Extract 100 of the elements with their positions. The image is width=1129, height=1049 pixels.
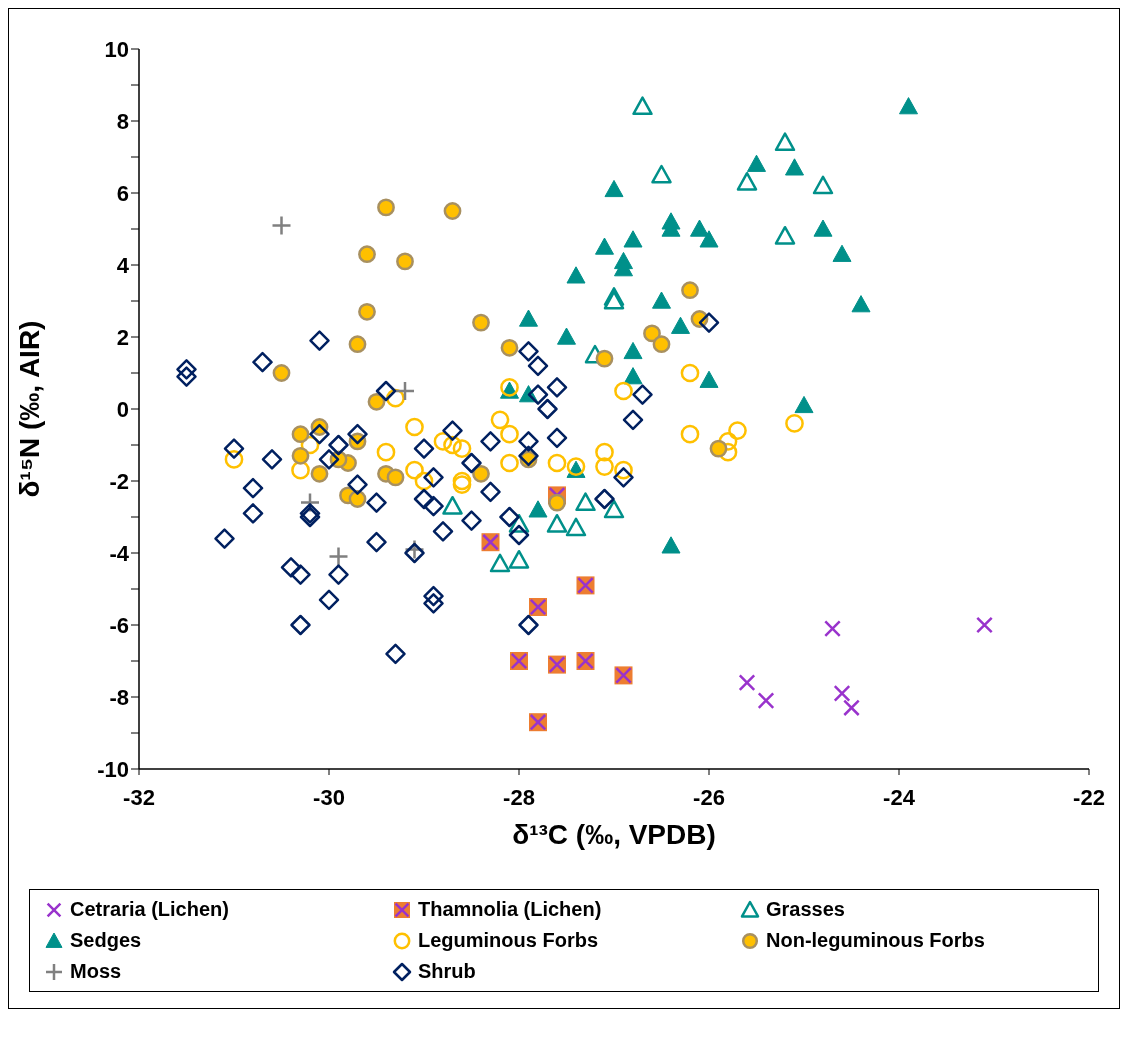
point [747,154,766,172]
y-tick-label: 8 [116,108,129,134]
point [632,384,653,405]
point [413,438,435,459]
x-axis-title: δ¹³C (‰, VPDB) [512,819,716,850]
point [348,490,367,508]
y-tick-label: 4 [116,252,130,278]
point [899,97,918,115]
point [405,460,424,480]
x-tick-label: -26 [693,784,725,810]
point [519,309,538,327]
y-tick-label: -6 [109,612,129,638]
point [376,442,396,462]
y-tick-label: -8 [109,684,129,710]
point [546,513,568,533]
point [680,363,700,383]
point [832,244,852,262]
point [214,528,235,549]
point [480,431,501,452]
y-axis-title: δ¹⁵N (‰, AIR) [13,320,45,498]
point [500,453,519,473]
legend-label: Non-leguminous Forbs [766,929,985,952]
point [643,324,661,343]
point [623,230,643,248]
point [328,434,349,456]
point [812,175,834,195]
y-tick-label: 2 [116,324,129,350]
point [681,281,699,300]
point [557,327,576,345]
point [291,446,310,465]
point [423,467,444,488]
point [442,495,463,515]
point [489,553,511,573]
point [595,349,614,368]
legend-label: Grasses [766,898,845,921]
point [423,593,444,614]
point [423,585,444,607]
point [527,384,549,405]
point [718,432,738,451]
y-tick-label: -4 [109,540,130,566]
point [242,477,264,499]
point [176,366,197,387]
point [508,524,530,546]
point [774,132,796,152]
legend-label: Shrub [418,960,476,983]
point [824,620,841,638]
x-tick-label: -30 [313,784,345,810]
point [595,457,614,476]
point [595,237,614,255]
point [280,557,302,578]
point [575,492,596,512]
point [736,171,758,191]
point [261,449,283,470]
point [527,355,549,377]
point [698,312,720,333]
point [176,359,197,380]
point [367,392,386,411]
point [774,225,796,245]
point [632,96,653,116]
point [499,506,520,528]
point [623,341,643,360]
point [375,380,397,402]
point [309,423,330,445]
point [518,445,539,467]
point [348,335,367,354]
point [500,338,519,357]
point [604,179,624,198]
point [366,531,387,553]
point [310,464,329,483]
legend-label: Cetraria (Lichen) [70,898,229,921]
point [272,364,291,382]
point [613,467,634,488]
point [699,370,719,388]
point [652,291,671,309]
point [518,614,539,636]
point [680,424,700,444]
point [472,313,490,332]
point [547,453,567,473]
point [318,449,340,470]
point [851,295,871,313]
x-tick-label: -32 [123,784,155,810]
point [594,488,615,510]
y-tick-label: 0 [116,396,129,422]
point [413,488,435,510]
point [661,536,681,554]
point [976,616,993,634]
point [508,549,530,569]
point [794,395,814,414]
point [328,546,349,567]
point [833,684,851,702]
point [461,510,482,531]
point [565,517,587,537]
point [603,499,625,519]
point [452,439,472,458]
point [442,420,463,441]
point [461,452,482,474]
point [290,614,311,636]
point [443,202,462,220]
point [291,425,310,444]
point [652,335,671,354]
